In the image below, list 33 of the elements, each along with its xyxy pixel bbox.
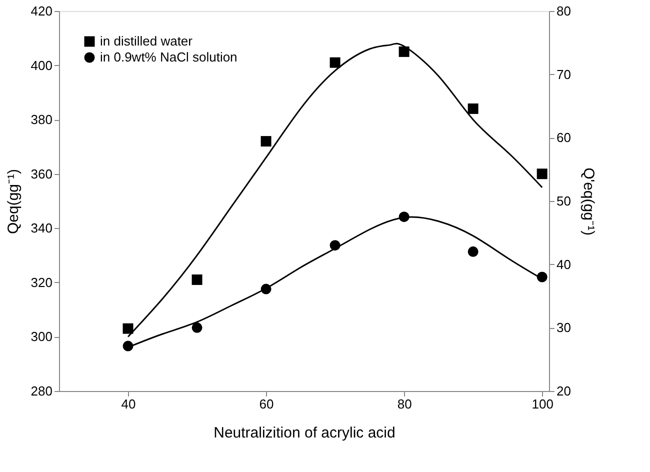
y-tick-label: 380 — [30, 112, 52, 128]
y-tick-label: 400 — [30, 58, 52, 73]
y2-tick-label: 40 — [556, 256, 571, 272]
y2-tick-label: 30 — [556, 320, 571, 336]
y2-tick-label: 60 — [556, 130, 571, 146]
x-tick-label: 60 — [259, 396, 274, 412]
x-tick-label: 100 — [532, 396, 554, 412]
y-tick-label: 300 — [30, 329, 52, 344]
point — [122, 323, 134, 334]
point — [192, 322, 202, 333]
y2-tick-label: 80 — [556, 4, 571, 18]
y2-tick-label: 70 — [556, 66, 571, 82]
point — [330, 57, 340, 68]
point — [192, 274, 202, 285]
x-tick-label: 40 — [121, 396, 136, 412]
legend-label: in 0.9wt% NaCl solution — [100, 50, 238, 64]
y-tick-label: 280 — [30, 384, 52, 398]
y-tick-label: 320 — [30, 274, 52, 290]
x-axis-title: Neutralizition of acrylic acid — [214, 424, 396, 442]
y-tick-label: 340 — [30, 220, 52, 236]
y2-axis-title: Q'eq(gg⁻¹) — [580, 168, 597, 236]
y2-tick-label: 50 — [556, 194, 571, 208]
point — [260, 136, 272, 147]
y-tick-label: 360 — [30, 166, 52, 182]
y-tick-label: 420 — [30, 4, 52, 18]
y2-tick-label: 20 — [556, 384, 571, 398]
point — [468, 103, 478, 114]
legend-label: in distilled water — [100, 34, 194, 48]
x-tick-label: 80 — [397, 396, 412, 412]
point — [468, 246, 478, 257]
point — [398, 46, 410, 57]
y-axis-title: Qeq(gg⁻¹) — [4, 168, 22, 234]
point — [536, 168, 548, 180]
